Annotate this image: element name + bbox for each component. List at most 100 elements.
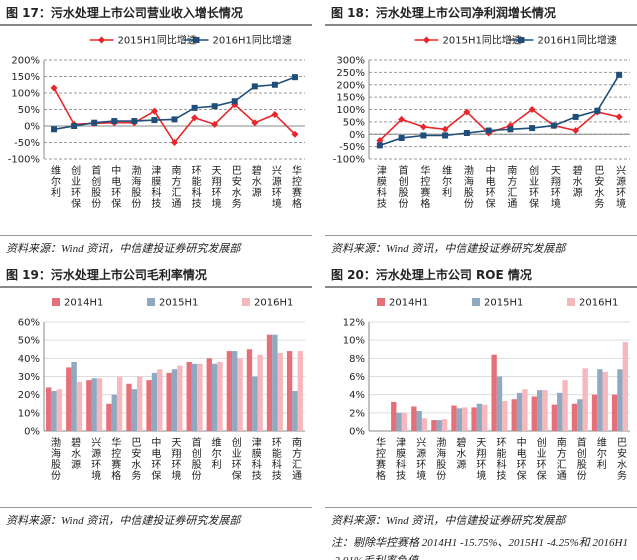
point bbox=[211, 120, 219, 128]
bar bbox=[126, 383, 132, 431]
bar bbox=[46, 387, 52, 431]
x-tick-label: 津膜科技 bbox=[249, 437, 261, 481]
bar bbox=[157, 369, 163, 431]
point bbox=[615, 113, 623, 121]
y-tick-label: 12% bbox=[343, 318, 365, 329]
bar bbox=[106, 403, 112, 431]
y-tick-label: 0% bbox=[349, 427, 365, 438]
x-tick-label: 中电环保 bbox=[483, 164, 495, 209]
bar bbox=[286, 351, 293, 431]
bar bbox=[436, 420, 442, 431]
chart-title: 图 18：污水处理上市公司净利润增长情况 bbox=[325, 0, 637, 26]
bar bbox=[411, 406, 417, 431]
bar bbox=[206, 358, 212, 431]
y-tick-label: 100% bbox=[336, 105, 365, 116]
x-tick-label: 渤海股份 bbox=[461, 164, 473, 209]
y-tick-label: 4% bbox=[349, 390, 365, 401]
x-tick-label: 首创股份 bbox=[574, 436, 586, 481]
bar bbox=[211, 363, 218, 431]
y-tick-label: 150% bbox=[11, 72, 40, 83]
point bbox=[191, 114, 199, 122]
bar bbox=[617, 369, 623, 431]
point bbox=[616, 71, 623, 78]
legend-swatch bbox=[567, 298, 575, 306]
legend-label: 2014H1 bbox=[389, 298, 428, 309]
bar bbox=[602, 371, 608, 431]
chart: 2014H1 2015H1 2016H1 0% 10% 20% 30% 40% 50% 60% 渤海… bbox=[18, 298, 305, 481]
bar bbox=[471, 407, 477, 431]
y-tick-label: 30% bbox=[18, 372, 40, 383]
y-tick-label: 6% bbox=[349, 372, 365, 383]
point bbox=[485, 127, 492, 134]
bar bbox=[551, 404, 558, 431]
x-tick-label: 天翔环境 bbox=[169, 437, 181, 481]
bar bbox=[297, 351, 303, 431]
series-line bbox=[379, 74, 620, 147]
x-tick-label: 天翔环境 bbox=[548, 165, 560, 209]
point bbox=[376, 136, 384, 144]
x-tick-label: 维尔利 bbox=[594, 436, 606, 470]
bar bbox=[217, 361, 223, 431]
point bbox=[572, 113, 579, 120]
point bbox=[507, 126, 514, 133]
point bbox=[291, 74, 298, 81]
y-tick-label: 150% bbox=[336, 93, 365, 104]
bar bbox=[562, 380, 568, 431]
y-tick-label: 10% bbox=[18, 408, 40, 419]
x-tick-label: 碧水源 bbox=[454, 437, 466, 470]
bar bbox=[272, 334, 278, 431]
x-tick-label: 华控赛格 bbox=[418, 164, 430, 209]
bar bbox=[51, 391, 57, 431]
bar bbox=[166, 372, 172, 431]
bar bbox=[476, 403, 483, 431]
bar bbox=[451, 405, 457, 431]
panel: 图 18：污水处理上市公司净利润增长情况 2015H1同比增速 2016H1同比增… bbox=[325, 0, 637, 258]
x-tick-label: 天翔环境 bbox=[209, 165, 221, 209]
y-tick-label: 0% bbox=[24, 122, 40, 133]
x-tick-label: 华控赛格 bbox=[289, 164, 301, 209]
y-tick-label: 300% bbox=[336, 56, 365, 67]
bar bbox=[76, 381, 83, 431]
point bbox=[518, 37, 525, 43]
bar bbox=[622, 341, 628, 431]
x-tick-label: 巴安水务 bbox=[229, 165, 241, 209]
y-tick-label: 50% bbox=[18, 105, 40, 116]
point bbox=[271, 110, 279, 118]
bar bbox=[171, 369, 178, 431]
bar bbox=[536, 390, 543, 431]
point bbox=[251, 83, 258, 90]
legend-label: 2016H1同比增速 bbox=[538, 34, 617, 47]
bar bbox=[266, 334, 273, 431]
legend-label: 2015H1同比增速 bbox=[443, 34, 522, 47]
bar bbox=[66, 367, 72, 431]
y-tick-label: 20% bbox=[18, 390, 40, 401]
point bbox=[193, 37, 200, 43]
x-tick-label: 南方汇通 bbox=[505, 164, 517, 209]
bar bbox=[252, 376, 258, 431]
bar bbox=[177, 365, 183, 431]
bar bbox=[496, 376, 503, 431]
chart: 2015H1同比增速 2016H1同比增速 -100% -50% 0% 50% 100% 15… bbox=[8, 34, 305, 209]
bar bbox=[502, 401, 508, 431]
x-tick-label: 津膜科技 bbox=[394, 437, 406, 481]
bar bbox=[56, 389, 63, 431]
x-tick-label: 南方汇通 bbox=[554, 436, 566, 481]
y-tick-label: 200% bbox=[11, 56, 40, 67]
bar bbox=[516, 392, 523, 431]
point bbox=[191, 104, 198, 111]
bar bbox=[197, 363, 203, 431]
bar bbox=[401, 412, 408, 431]
bar bbox=[146, 380, 152, 431]
y-tick-label: 8% bbox=[349, 354, 365, 365]
bar bbox=[557, 392, 563, 431]
bar bbox=[421, 418, 428, 431]
legend-swatch bbox=[52, 298, 60, 306]
point bbox=[398, 134, 405, 141]
x-tick-label: 兴源环境 bbox=[89, 437, 101, 481]
bar bbox=[86, 380, 92, 431]
chart: 2014H1 2015H1 2016H1 0% 2% 4% 6% 8% 10% 12% 华控赛格 津膜… bbox=[343, 298, 630, 481]
legend-swatch bbox=[242, 298, 250, 306]
x-tick-label: 渤海股份 bbox=[434, 436, 446, 481]
chart-title: 图 20：污水处理上市公司 ROE 情况 bbox=[325, 262, 637, 288]
bar bbox=[292, 391, 298, 431]
